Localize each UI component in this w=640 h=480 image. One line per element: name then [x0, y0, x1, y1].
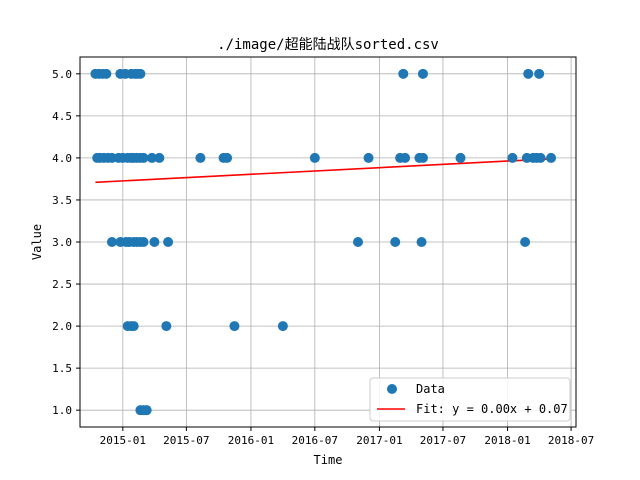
- data-point: [101, 68, 112, 79]
- data-point: [534, 68, 545, 79]
- data-point: [455, 152, 466, 163]
- data-point: [163, 237, 174, 247]
- x-tick-label: 2018-07: [548, 434, 594, 447]
- data-point: [535, 152, 546, 163]
- legend-fit-label: Fit: y = 0.00x + 0.07: [416, 402, 568, 416]
- data-point: [353, 237, 364, 247]
- x-tick-label: 2016-07: [292, 434, 338, 447]
- y-axis-label: Value: [30, 224, 44, 260]
- data-point: [507, 152, 518, 163]
- data-point: [128, 321, 139, 332]
- x-axis-label: Time: [314, 453, 343, 467]
- data-point: [149, 237, 160, 247]
- legend: Data Fit: y = 0.00x + 0.07: [369, 377, 571, 422]
- data-point: [135, 68, 146, 79]
- y-tick-label: 4.0: [52, 152, 72, 165]
- data-point: [398, 68, 409, 79]
- data-point: [154, 152, 165, 163]
- x-tick-label: 2017-07: [420, 434, 466, 447]
- data-point: [106, 237, 117, 247]
- chart-title: ./image/超能陆战队sorted.csv: [217, 37, 439, 53]
- legend-box: [369, 377, 571, 422]
- y-tick-label: 2.5: [52, 278, 72, 291]
- data-point: [400, 152, 411, 163]
- data-point: [277, 321, 288, 332]
- data-point: [363, 152, 374, 163]
- y-tick-label: 5.0: [52, 68, 72, 81]
- y-tick-label: 3.5: [52, 194, 72, 207]
- data-point: [138, 152, 149, 163]
- data-points-layer: [90, 68, 557, 416]
- data-point: [229, 321, 240, 332]
- legend-data-marker: [387, 384, 397, 394]
- data-point: [141, 405, 152, 416]
- grid: [80, 57, 576, 427]
- y-tick-label: 1.5: [52, 362, 72, 375]
- data-point: [390, 237, 401, 247]
- fit-line: [95, 158, 552, 184]
- x-tick-label: 2016-01: [228, 434, 274, 447]
- y-tick-label: 2.0: [52, 320, 72, 333]
- data-point: [417, 152, 428, 163]
- legend-data-label: Data: [416, 382, 445, 396]
- data-point: [138, 237, 149, 247]
- data-point: [417, 68, 428, 79]
- y-axis-ticks: 1.0 1.5 2.0 2.5 3.0 3.5 4.0 4.5 5.0: [52, 68, 80, 417]
- data-point: [523, 68, 534, 79]
- data-point: [309, 152, 320, 163]
- y-tick-label: 4.5: [52, 110, 72, 123]
- y-tick-label: 3.0: [52, 236, 72, 249]
- data-point: [520, 237, 531, 247]
- x-axis-ticks: 2015-01 2015-07 2016-01 2016-07 2017-01 2017-…: [100, 427, 594, 447]
- x-tick-label: 2017-01: [356, 434, 402, 447]
- y-tick-label: 1.0: [52, 404, 72, 417]
- fit-line-layer: [95, 158, 552, 184]
- x-tick-label: 2015-01: [100, 434, 146, 447]
- data-point: [546, 152, 557, 163]
- data-point: [222, 152, 233, 163]
- data-point: [195, 152, 206, 163]
- data-point: [146, 152, 157, 163]
- data-point: [161, 321, 172, 332]
- x-tick-label: 2018-01: [484, 434, 530, 447]
- data-point: [416, 237, 427, 247]
- x-tick-label: 2015-07: [163, 434, 209, 447]
